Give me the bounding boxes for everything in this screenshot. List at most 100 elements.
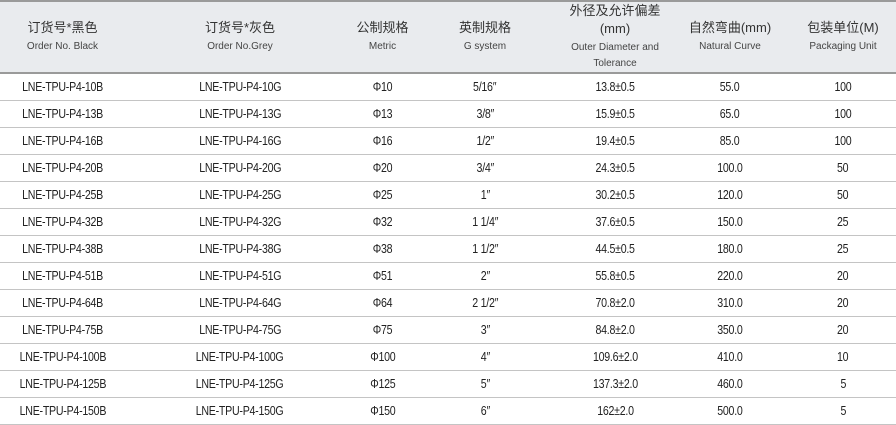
cell-natural-curve: 180.0 <box>670 235 790 262</box>
cell-outer-diameter: 24.3±0.5 <box>560 154 670 181</box>
cell-metric: Φ38 <box>355 235 410 262</box>
cell-text: 65.0 <box>720 106 740 121</box>
header-en: G system <box>463 41 507 52</box>
cell-g-system: 4″ <box>410 343 560 370</box>
cell-metric: Φ16 <box>355 127 410 154</box>
cell-metric: Φ150 <box>355 397 410 424</box>
cell-outer-diameter: 84.8±2.0 <box>560 316 670 343</box>
cell-order-no-grey: LNE-TPU-P4-16G <box>125 127 355 154</box>
table-row: LNE-TPU-P4-13B LNE-TPU-P4-13G Φ13 3/8″ 15.9±… <box>0 100 896 127</box>
cell-g-system: 2 1/2″ <box>410 289 560 316</box>
header-metric: 公制规格 Metric <box>355 1 410 73</box>
cell-metric: Φ25 <box>355 181 410 208</box>
cell-text: 220.0 <box>717 268 743 283</box>
cell-text: 5″ <box>480 376 490 391</box>
cell-text: LNE-TPU-P4-64B <box>22 295 103 310</box>
cell-g-system: 2″ <box>410 262 560 289</box>
cell-outer-diameter: 55.8±0.5 <box>560 262 670 289</box>
cell-natural-curve: 220.0 <box>670 262 790 289</box>
cell-order-no-grey: LNE-TPU-P4-38G <box>125 235 355 262</box>
table-row: LNE-TPU-P4-16B LNE-TPU-P4-16G Φ16 1/2″ 19.4±… <box>0 127 896 154</box>
cell-text: LNE-TPU-P4-25G <box>198 187 282 202</box>
cell-g-system: 5″ <box>410 370 560 397</box>
cell-text: Φ38 <box>372 241 393 256</box>
cell-text: 25 <box>837 214 849 229</box>
cell-g-system: 3/4″ <box>410 154 560 181</box>
cell-text: 100.0 <box>717 160 743 175</box>
cell-text: 25 <box>837 241 849 256</box>
cell-text: LNE-TPU-P4-75G <box>198 322 282 337</box>
cell-text: LNE-TPU-P4-20G <box>198 160 282 175</box>
cell-order-no-black: LNE-TPU-P4-16B <box>0 127 125 154</box>
cell-text: 1/2″ <box>476 133 494 148</box>
header-en: Metric <box>368 41 397 52</box>
cell-text: 137.3±2.0 <box>592 376 638 391</box>
cell-order-no-black: LNE-TPU-P4-25B <box>0 181 125 208</box>
cell-metric: Φ32 <box>355 208 410 235</box>
cell-natural-curve: 55.0 <box>670 73 790 100</box>
cell-text: LNE-TPU-P4-32G <box>198 214 282 229</box>
cell-text: LNE-TPU-P4-10B <box>22 79 103 94</box>
cell-text: 30.2±0.5 <box>595 187 635 202</box>
cell-text: LNE-TPU-P4-150G <box>196 403 284 418</box>
cell-g-system: 6″ <box>410 397 560 424</box>
header-zh: 包装单位(M) <box>807 20 879 35</box>
cell-text: 13.8±0.5 <box>595 79 635 94</box>
cell-order-no-black: LNE-TPU-P4-20B <box>0 154 125 181</box>
cell-text: Φ150 <box>369 403 396 418</box>
cell-outer-diameter: 30.2±0.5 <box>560 181 670 208</box>
cell-text: 460.0 <box>717 376 743 391</box>
cell-g-system: 5/16″ <box>410 73 560 100</box>
cell-text: Φ125 <box>369 376 396 391</box>
cell-metric: Φ20 <box>355 154 410 181</box>
cell-outer-diameter: 37.6±0.5 <box>560 208 670 235</box>
cell-text: 2 1/2″ <box>472 295 498 310</box>
cell-outer-diameter: 162±2.0 <box>560 397 670 424</box>
cell-text: Φ51 <box>372 268 393 283</box>
header-en: Packaging Unit <box>809 41 877 52</box>
cell-order-no-black: LNE-TPU-P4-38B <box>0 235 125 262</box>
cell-text: LNE-TPU-P4-75B <box>22 322 103 337</box>
cell-natural-curve: 350.0 <box>670 316 790 343</box>
cell-text: 70.8±2.0 <box>595 295 635 310</box>
cell-text: 10 <box>837 349 849 364</box>
cell-text: Φ75 <box>372 322 393 337</box>
header-zh: 订货号*灰色 <box>204 20 276 35</box>
cell-text: Φ10 <box>372 79 393 94</box>
cell-outer-diameter: 15.9±0.5 <box>560 100 670 127</box>
cell-packaging-unit: 100 <box>790 73 896 100</box>
cell-text: 5/16″ <box>473 79 497 94</box>
cell-natural-curve: 120.0 <box>670 181 790 208</box>
cell-text: LNE-TPU-P4-38B <box>22 241 103 256</box>
cell-order-no-black: LNE-TPU-P4-150B <box>0 397 125 424</box>
cell-natural-curve: 310.0 <box>670 289 790 316</box>
cell-text: 55.8±0.5 <box>595 268 635 283</box>
table-body: LNE-TPU-P4-10B LNE-TPU-P4-10G Φ10 5/16″ 13.8… <box>0 73 896 424</box>
cell-packaging-unit: 10 <box>790 343 896 370</box>
cell-text: LNE-TPU-P4-32B <box>22 214 103 229</box>
cell-text: 3″ <box>480 322 490 337</box>
cell-text: 37.6±0.5 <box>595 214 635 229</box>
table-row: LNE-TPU-P4-38B LNE-TPU-P4-38G Φ38 1 1/2″ 44.… <box>0 235 896 262</box>
cell-order-no-grey: LNE-TPU-P4-125G <box>125 370 355 397</box>
cell-text: 5 <box>840 403 846 418</box>
header-zh: 英制规格 <box>458 20 511 35</box>
cell-text: LNE-TPU-P4-16G <box>198 133 282 148</box>
cell-outer-diameter: 13.8±0.5 <box>560 73 670 100</box>
cell-text: LNE-TPU-P4-100B <box>19 349 106 364</box>
cell-g-system: 3″ <box>410 316 560 343</box>
cell-text: 5 <box>840 376 846 391</box>
header-en: Outer Diameter and Tolerance <box>571 42 659 69</box>
cell-text: Φ20 <box>372 160 393 175</box>
table-row: LNE-TPU-P4-20B LNE-TPU-P4-20G Φ20 3/4″ 24.3±… <box>0 154 896 181</box>
cell-packaging-unit: 100 <box>790 127 896 154</box>
cell-g-system: 1 1/4″ <box>410 208 560 235</box>
cell-natural-curve: 460.0 <box>670 370 790 397</box>
cell-text: LNE-TPU-P4-20B <box>22 160 103 175</box>
cell-text: LNE-TPU-P4-51B <box>22 268 103 283</box>
cell-text: 4″ <box>480 349 490 364</box>
cell-metric: Φ51 <box>355 262 410 289</box>
cell-text: Φ100 <box>369 349 396 364</box>
cell-text: 55.0 <box>720 79 740 94</box>
